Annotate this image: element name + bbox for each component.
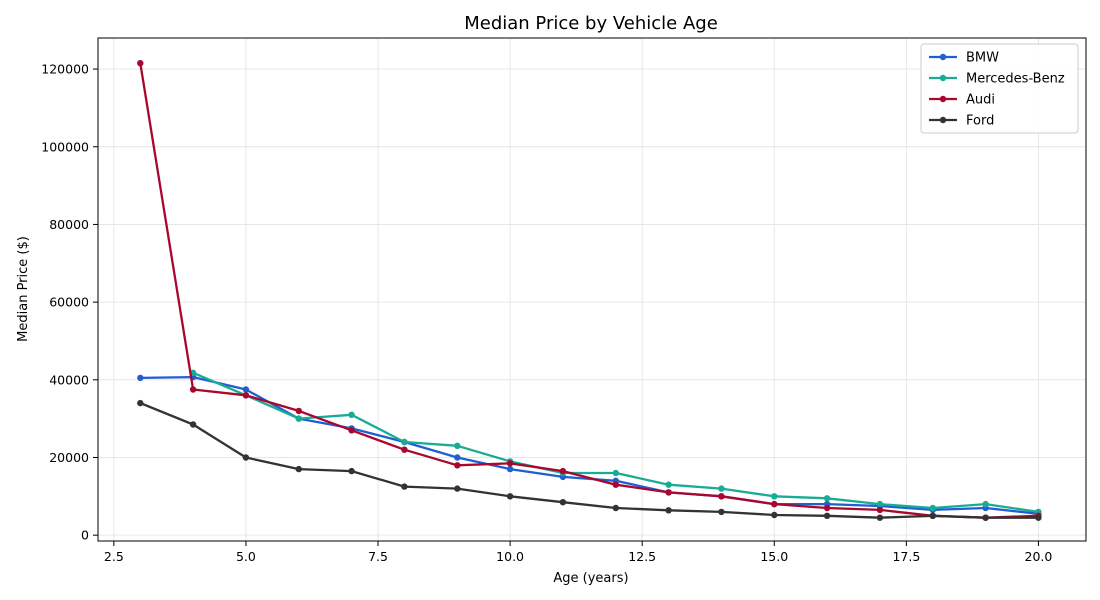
data-point-audi [348,427,355,434]
data-point-ford [1035,514,1042,521]
legend: BMW Mercedes-Benz Audi Ford [920,43,1079,134]
series-line-audi [139,63,1039,519]
data-point-audi [506,460,514,467]
data-point-mercedes-benz [401,438,408,446]
x-axis-label: Age (years) [553,571,628,586]
legend-marker-audi [939,95,947,103]
legend-label-audi: Audi [966,93,995,108]
legend-marker-mercedes-benz [939,74,947,82]
data-point-audi [295,407,302,415]
data-point-audi [612,481,619,488]
data-point-bmw [242,386,250,393]
data-point-mercedes-benz [612,469,619,477]
data-point-mercedes-benz [771,493,778,500]
x-tick-label: 2.5 [104,549,124,564]
x-tick-label: 7.5 [368,549,388,564]
legend-label-bmw: BMW [966,51,999,66]
x-tick-label: 15.0 [760,549,788,564]
legend-marker-bmw [939,53,947,61]
data-point-ford [823,512,831,519]
data-point-audi [454,462,461,469]
data-point-ford [189,421,197,428]
data-point-audi [559,467,567,475]
data-point-mercedes-benz [295,415,302,422]
y-tick-label: 40000 [49,372,89,387]
data-point-mercedes-benz [454,442,461,449]
data-point-bmw [454,454,461,461]
data-point-mercedes-benz [718,485,725,492]
x-tick-label: 17.5 [892,549,920,564]
data-point-mercedes-benz [665,481,672,488]
data-point-mercedes-benz [982,500,989,508]
plot-frame [97,37,1087,542]
y-tick-label: 100000 [41,139,89,154]
series-layer [137,60,1042,521]
data-point-ford [242,454,250,461]
data-point-bmw [506,465,514,473]
y-tick-label: 0 [81,528,89,543]
data-point-audi [401,446,408,453]
data-point-audi [876,506,884,514]
chart-title: Median Price by Vehicle Age [464,13,718,34]
data-point-ford [718,508,725,516]
x-tick-label: 12.5 [628,549,656,564]
data-point-audi [189,386,197,393]
data-point-mercedes-benz [876,500,884,508]
data-point-audi [718,493,725,500]
data-point-audi [137,60,144,67]
y-tick-label: 80000 [49,217,89,232]
data-point-ford [982,514,989,521]
series-mercedes-benz [189,369,1042,516]
series-ford [137,399,1042,521]
data-point-ford [454,485,461,492]
data-point-ford [401,483,408,490]
x-tick-label: 5.0 [236,549,256,564]
data-point-mercedes-benz [823,495,831,502]
data-point-ford [348,467,355,475]
legend-marker-ford [939,116,947,124]
data-point-bmw [137,374,144,382]
data-point-mercedes-benz [929,504,936,512]
y-tick-label: 20000 [49,450,89,465]
data-point-ford [506,493,514,500]
x-tick-label: 10.0 [496,549,524,564]
series-line-bmw [140,375,1039,515]
data-point-ford [665,507,672,514]
data-point-audi [771,500,778,508]
y-tick-label: 120000 [41,62,89,77]
data-point-audi [823,504,831,512]
data-point-ford [929,512,936,519]
data-point-ford [295,465,302,473]
data-point-ford [876,514,884,521]
x-tick-label: 20.0 [1025,549,1053,564]
y-tick-label: 60000 [49,295,89,310]
data-point-audi [242,392,250,399]
legend-label-ford: Ford [966,114,994,129]
data-point-ford [612,504,619,512]
legend-label-mercedes-benz: Mercedes-Benz [966,72,1065,87]
series-line-ford [139,402,1039,519]
data-point-audi [665,489,672,496]
axes: 2.5 5.0 7.5 10.0 12.5 15.0 17.5 20.0 0 20000 40000… [41,37,1087,564]
data-point-ford [137,399,144,407]
legend-box [920,43,1079,134]
grid [98,38,1086,541]
series-line-mercedes-benz [192,371,1039,514]
data-point-ford [559,499,567,506]
data-point-mercedes-benz [348,411,355,418]
data-point-ford [771,511,778,519]
y-axis-label: Median Price ($) [16,236,31,342]
